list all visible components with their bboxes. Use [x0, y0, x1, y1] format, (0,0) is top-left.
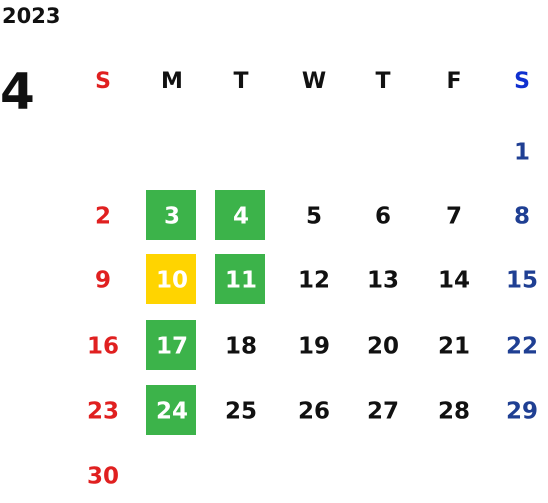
day: 24	[156, 399, 188, 425]
day-highlight	[146, 254, 196, 304]
weekday-label: W	[302, 69, 326, 94]
day: 3	[164, 204, 180, 230]
day: 18	[225, 334, 257, 360]
day: 20	[367, 334, 399, 360]
day: 23	[87, 399, 119, 425]
year: 2023	[2, 4, 60, 28]
day: 7	[446, 204, 462, 230]
day-highlight	[146, 385, 196, 435]
weekday-label: S	[95, 69, 111, 94]
day: 29	[506, 399, 538, 425]
weekday-label: S	[514, 69, 530, 94]
day: 13	[367, 268, 399, 294]
day: 8	[514, 204, 530, 230]
weekday-label: T	[375, 69, 390, 94]
day: 4	[233, 204, 249, 230]
month: 4	[0, 63, 35, 121]
day: 25	[225, 399, 257, 425]
day: 17	[156, 334, 188, 360]
day: 15	[506, 268, 538, 294]
day: 6	[375, 204, 391, 230]
day: 12	[298, 268, 330, 294]
day-highlight	[215, 190, 265, 240]
day-highlight	[146, 320, 196, 370]
day-highlight	[215, 254, 265, 304]
day: 26	[298, 399, 330, 425]
day: 1	[514, 140, 530, 166]
day: 11	[225, 268, 257, 294]
day: 2	[95, 204, 111, 230]
day: 21	[438, 334, 470, 360]
day: 5	[306, 204, 322, 230]
weekday-label: T	[233, 69, 248, 94]
day: 27	[367, 399, 399, 425]
day: 9	[95, 268, 111, 294]
day: 19	[298, 334, 330, 360]
day: 30	[87, 464, 119, 490]
day-highlight	[146, 190, 196, 240]
day: 16	[87, 334, 119, 360]
weekday-label: F	[446, 69, 461, 94]
day: 10	[156, 268, 188, 294]
weekday-label: M	[161, 69, 183, 94]
day: 22	[506, 334, 538, 360]
day: 14	[438, 268, 470, 294]
day: 28	[438, 399, 470, 425]
